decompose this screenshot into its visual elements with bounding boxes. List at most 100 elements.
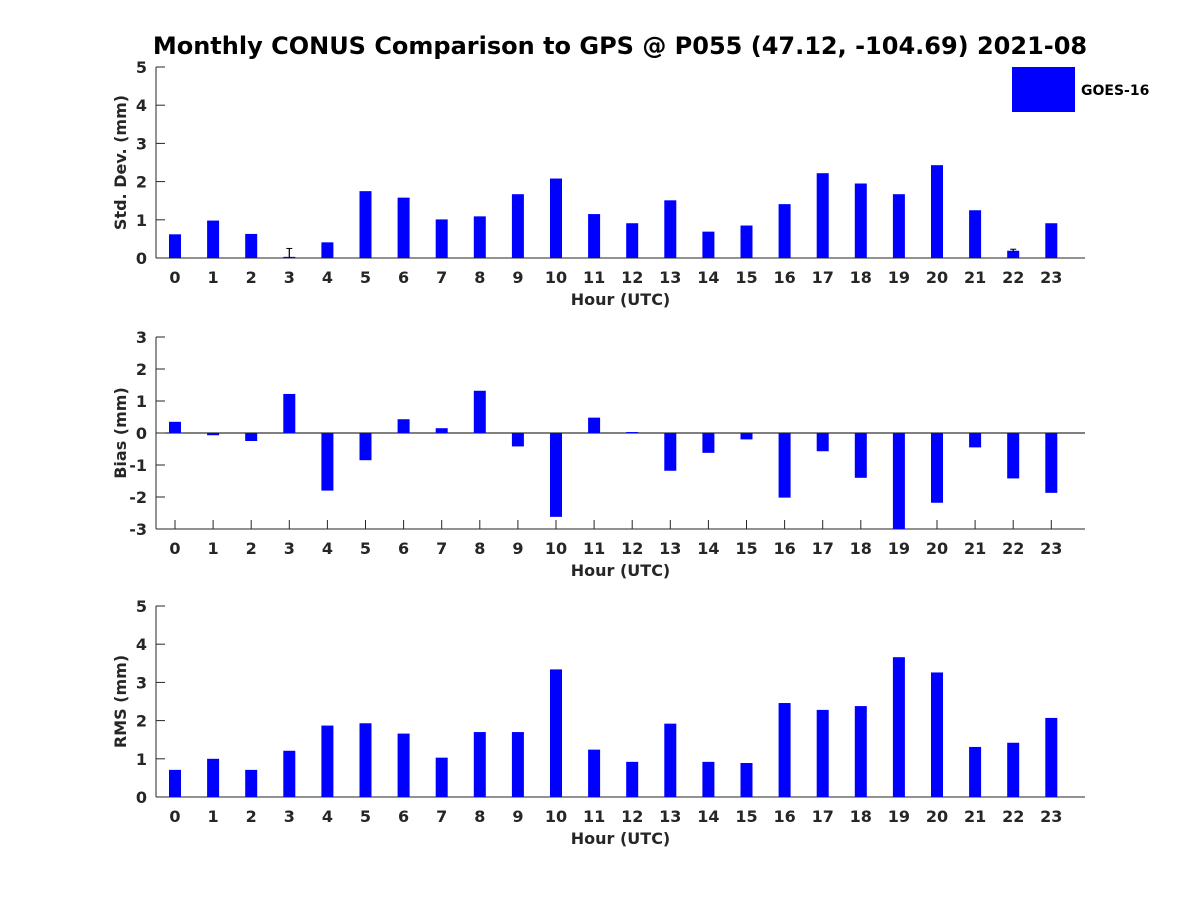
x-tick-label: 21	[964, 268, 986, 287]
x-tick-label: 8	[474, 807, 485, 826]
x-tick-label: 12	[621, 268, 643, 287]
bar	[816, 433, 829, 452]
y-tick-label: 0	[136, 249, 147, 268]
bar	[435, 428, 448, 433]
x-tick-label: 19	[888, 268, 910, 287]
bar	[207, 758, 220, 797]
x-tick-label: 19	[888, 539, 910, 558]
x-tick-label: 1	[208, 539, 219, 558]
bar	[283, 393, 296, 433]
x-tick-label: 4	[322, 539, 333, 558]
x-tick-label: 5	[360, 807, 371, 826]
y-tick-label: -2	[129, 488, 147, 507]
bar	[931, 672, 943, 797]
bar	[1007, 742, 1020, 797]
x-tick-label: 12	[621, 539, 643, 558]
x-tick-label: 14	[697, 807, 719, 826]
bar	[588, 417, 601, 433]
x-tick-label: 6	[398, 539, 409, 558]
bar	[1007, 250, 1020, 258]
y-tick-label: 5	[136, 597, 147, 616]
x-tick-label: 8	[474, 539, 485, 558]
bar	[588, 749, 601, 797]
x-tick-label: 8	[474, 268, 485, 287]
bar	[473, 732, 486, 797]
x-tick-label: 15	[735, 539, 757, 558]
x-tick-label: 23	[1040, 539, 1062, 558]
bar	[1007, 433, 1020, 479]
x-axis-label: Hour (UTC)	[571, 829, 671, 848]
y-axis-label: Std. Dev. (mm)	[111, 95, 130, 230]
x-tick-label: 19	[888, 807, 910, 826]
y-tick-label: 2	[136, 712, 147, 731]
bar	[321, 433, 334, 491]
x-axis-label: Hour (UTC)	[571, 561, 671, 580]
x-tick-label: 0	[169, 268, 180, 287]
bar	[816, 709, 829, 797]
bar	[1045, 223, 1058, 258]
bar	[207, 433, 220, 436]
x-tick-label: 16	[773, 539, 795, 558]
bar	[892, 433, 905, 529]
bar	[969, 210, 982, 258]
bar	[550, 433, 562, 517]
x-tick-label: 18	[850, 807, 872, 826]
x-axis-label: Hour (UTC)	[571, 290, 671, 309]
bar	[778, 703, 791, 797]
bar	[397, 197, 410, 258]
x-tick-label: 20	[926, 807, 948, 826]
y-tick-label: 2	[136, 360, 147, 379]
x-tick-label: 13	[659, 268, 681, 287]
x-tick-label: 0	[169, 539, 180, 558]
bar	[626, 432, 639, 433]
y-tick-label: 3	[136, 134, 147, 153]
bar	[169, 421, 181, 433]
x-tick-label: 4	[322, 268, 333, 287]
y-tick-label: 2	[136, 173, 147, 192]
bar	[626, 223, 639, 258]
figure-title: Monthly CONUS Comparison to GPS @ P055 (…	[153, 32, 1087, 60]
x-tick-label: 18	[850, 539, 872, 558]
bar	[740, 225, 753, 258]
x-tick-label: 1	[208, 807, 219, 826]
x-tick-label: 21	[964, 807, 986, 826]
x-tick-label: 16	[773, 268, 795, 287]
y-tick-label: 1	[136, 392, 147, 411]
x-tick-label: 6	[398, 268, 409, 287]
bar	[740, 433, 753, 440]
bar	[321, 725, 334, 797]
x-tick-label: 22	[1002, 268, 1024, 287]
x-tick-label: 13	[659, 539, 681, 558]
x-tick-label: 2	[246, 807, 257, 826]
x-tick-label: 14	[697, 539, 719, 558]
bar	[702, 433, 715, 453]
x-tick-label: 15	[735, 807, 757, 826]
x-tick-label: 13	[659, 807, 681, 826]
x-tick-label: 7	[436, 268, 447, 287]
y-axis-label: Bias (mm)	[111, 387, 130, 479]
x-tick-label: 4	[322, 807, 333, 826]
bar	[931, 165, 943, 258]
x-tick-label: 22	[1002, 539, 1024, 558]
bar	[169, 234, 181, 258]
bar	[245, 433, 258, 441]
bar	[626, 761, 639, 797]
x-tick-label: 22	[1002, 807, 1024, 826]
bar	[892, 657, 905, 797]
x-tick-label: 17	[812, 807, 834, 826]
bar	[854, 433, 867, 478]
bar	[740, 763, 753, 797]
bar	[1045, 717, 1058, 797]
bar	[511, 433, 524, 447]
bar	[778, 433, 791, 498]
x-tick-label: 15	[735, 268, 757, 287]
x-tick-label: 9	[512, 807, 523, 826]
bar	[359, 723, 372, 797]
bar	[778, 204, 791, 258]
bar	[854, 183, 867, 258]
x-tick-label: 20	[926, 268, 948, 287]
bar	[397, 733, 410, 797]
